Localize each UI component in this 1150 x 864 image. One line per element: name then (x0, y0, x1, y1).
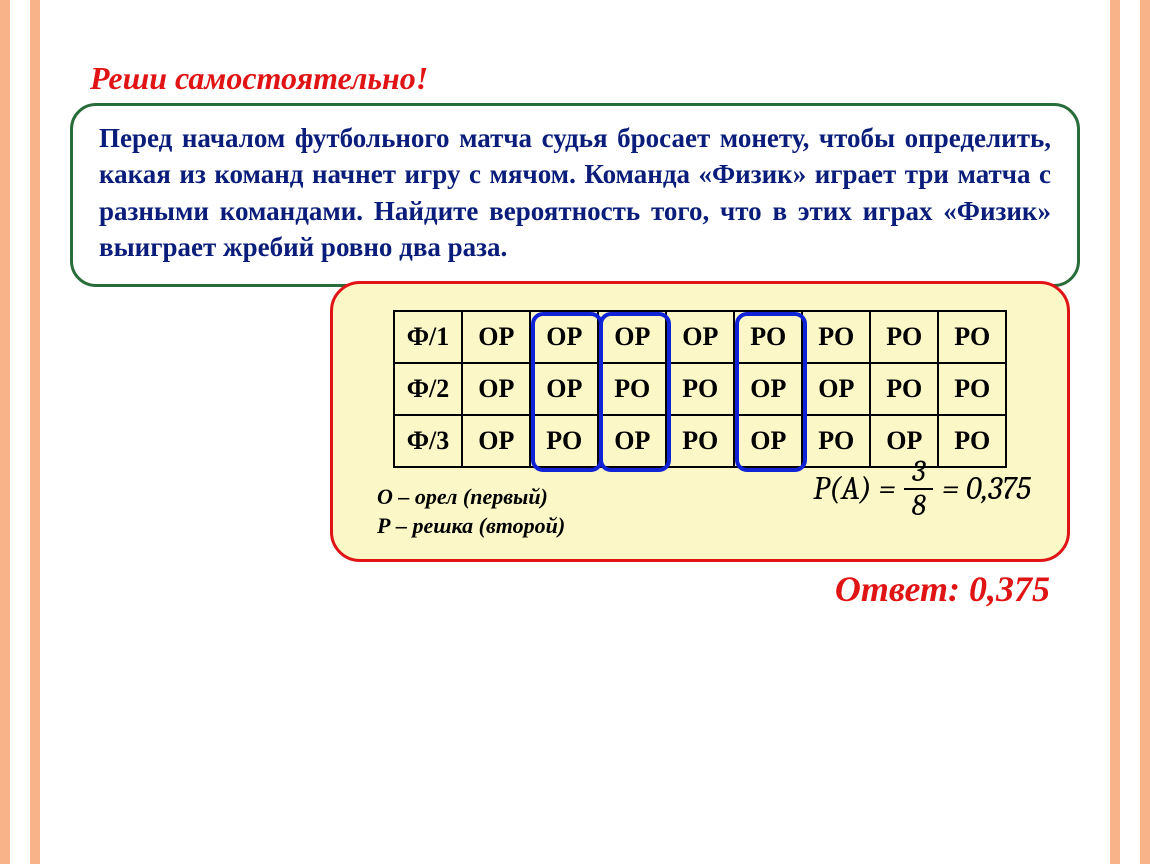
table-cell: ОР (462, 363, 530, 415)
row-header: Ф/2 (394, 363, 463, 415)
probability-formula: P(A) = 3 8 = 0,375 (813, 456, 1031, 521)
heading: Реши самостоятельно! (90, 60, 1090, 97)
table-cell: ОР (734, 415, 802, 467)
right-stripe-outer (1140, 0, 1150, 864)
formula-lhs: P(A) = (813, 470, 895, 507)
formula-numerator: 3 (904, 456, 933, 490)
formula-fraction: 3 8 (904, 456, 934, 521)
table-cell: ОР (462, 415, 530, 467)
decorative-circle (1020, 744, 1100, 824)
table-cell: ОР (598, 415, 666, 467)
table-cell: ОР (530, 363, 598, 415)
row-header: Ф/3 (394, 415, 463, 467)
table-cell: РО (598, 363, 666, 415)
table-cell: РО (530, 415, 598, 467)
table-cell: РО (870, 311, 938, 363)
formula-denominator: 8 (904, 490, 934, 522)
formula-result: = 0,375 (942, 470, 1031, 507)
table-cell: РО (938, 363, 1006, 415)
table-cell: РО (734, 311, 802, 363)
table-cell: ОР (598, 311, 666, 363)
table-cell: РО (802, 311, 870, 363)
answer: Ответ: 0,375 (60, 568, 1050, 610)
table-cell: РО (938, 311, 1006, 363)
problem-text: Перед началом футбольного матча судья бр… (99, 123, 1051, 262)
table-cell: ОР (734, 363, 802, 415)
row-header: Ф/1 (394, 311, 463, 363)
left-stripe-inner (30, 0, 40, 864)
table-cell: ОР (802, 363, 870, 415)
table-cell: РО (666, 415, 734, 467)
solution-box: Ф/1ОРОРОРОРРОРОРОРОФ/2ОРОРРОРООРОРРОРОФ/… (330, 281, 1070, 562)
table-cell: ОР (666, 311, 734, 363)
table-cell: РО (666, 363, 734, 415)
slide-content: Реши самостоятельно! Перед началом футбо… (60, 30, 1090, 610)
right-stripe-inner (1110, 0, 1120, 864)
table-cell: ОР (462, 311, 530, 363)
table-cell: РО (870, 363, 938, 415)
left-stripe-outer (0, 0, 10, 864)
problem-box: Перед началом футбольного матча судья бр… (70, 103, 1080, 287)
table-cell: ОР (530, 311, 598, 363)
outcomes-table: Ф/1ОРОРОРОРРОРОРОРОФ/2ОРОРРОРООРОРРОРОФ/… (393, 310, 1008, 468)
